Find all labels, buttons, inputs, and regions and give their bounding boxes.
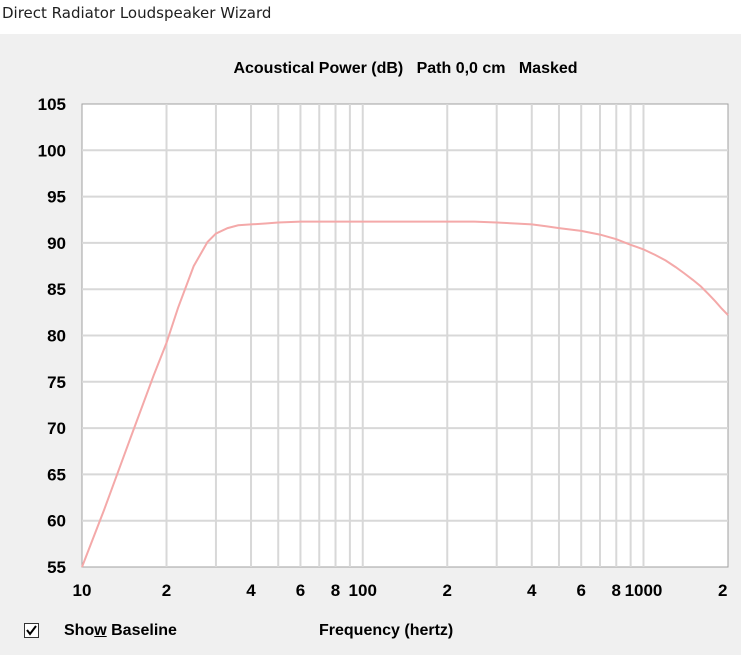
y-tick-label: 60 <box>47 512 66 531</box>
y-tick-label: 55 <box>47 558 66 577</box>
y-tick-label: 80 <box>47 327 66 346</box>
x-tick-label: 6 <box>296 581 305 600</box>
window-title: Direct Radiator Loudspeaker Wizard <box>2 4 272 22</box>
y-tick-label: 90 <box>47 234 66 253</box>
bottom-bar: Show Baseline Frequency (hertz) <box>0 620 741 650</box>
x-tick-label: 4 <box>246 581 256 600</box>
x-tick-label: 10 <box>73 581 92 600</box>
power-response-line <box>81 220 729 568</box>
chart-title: Acoustical Power (dB) Path 0,0 cm Masked <box>233 60 578 77</box>
x-tick-label: 6 <box>576 581 585 600</box>
checkmark-icon <box>26 625 37 636</box>
y-tick-label: 65 <box>47 465 66 484</box>
x-tick-label: 8 <box>331 581 340 600</box>
x-tick-label: 100 <box>349 581 377 600</box>
y-tick-labels: 105 100 95 90 85 80 75 70 65 60 55 <box>38 95 66 577</box>
y-tick-label: 105 <box>38 95 66 114</box>
x-tick-label: 2 <box>718 581 727 600</box>
x-axis-label: Frequency (hertz) <box>319 622 454 639</box>
y-tick-label: 85 <box>47 280 66 299</box>
show-baseline-label[interactable]: Show Baseline <box>64 622 177 639</box>
show-baseline-checkbox[interactable] <box>24 623 39 638</box>
y-tick-label: 75 <box>47 373 66 392</box>
x-tick-label: 2 <box>443 581 452 600</box>
title-bar: Direct Radiator Loudspeaker Wizard <box>0 0 741 34</box>
x-tick-label: 2 <box>162 581 171 600</box>
horizontal-grid <box>82 149 728 522</box>
x-tick-label: 1000 <box>625 581 663 600</box>
y-tick-label: 95 <box>47 188 66 207</box>
x-tick-label: 8 <box>612 581 621 600</box>
y-tick-label: 100 <box>38 141 66 160</box>
x-tick-labels: 10 2 4 6 8 100 2 4 6 8 1000 2 <box>73 581 728 600</box>
y-tick-label: 70 <box>47 419 66 438</box>
x-tick-label: 4 <box>527 581 537 600</box>
